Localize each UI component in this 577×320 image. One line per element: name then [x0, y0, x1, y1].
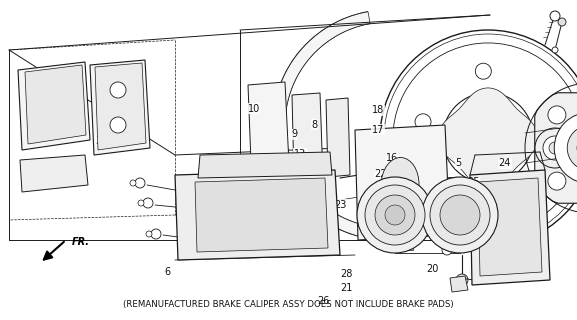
- Polygon shape: [478, 178, 542, 276]
- Circle shape: [535, 128, 575, 168]
- Text: 2: 2: [110, 128, 115, 138]
- Polygon shape: [292, 93, 323, 180]
- Text: 19: 19: [118, 105, 130, 116]
- Circle shape: [446, 208, 454, 216]
- Text: 3: 3: [95, 136, 101, 146]
- Text: FR.: FR.: [72, 237, 90, 247]
- Text: 10: 10: [248, 104, 260, 114]
- Text: 8: 8: [312, 120, 317, 130]
- Circle shape: [110, 117, 126, 133]
- Polygon shape: [18, 62, 90, 150]
- Circle shape: [543, 136, 567, 160]
- Ellipse shape: [381, 157, 419, 212]
- Text: 4: 4: [436, 184, 441, 194]
- Polygon shape: [355, 125, 450, 240]
- Circle shape: [385, 205, 405, 225]
- Text: 23: 23: [334, 200, 347, 210]
- Circle shape: [552, 47, 558, 53]
- Circle shape: [523, 181, 539, 197]
- Polygon shape: [95, 63, 146, 150]
- Circle shape: [550, 11, 560, 21]
- Circle shape: [151, 229, 161, 239]
- Polygon shape: [438, 88, 538, 188]
- Text: 27: 27: [513, 203, 526, 213]
- Polygon shape: [25, 65, 86, 144]
- Circle shape: [375, 195, 415, 235]
- Circle shape: [456, 274, 468, 286]
- Text: 16: 16: [386, 153, 399, 164]
- Text: 22: 22: [374, 169, 387, 180]
- Text: (REMANUFACTURED BRAKE CALIPER ASSY DOES NOT INCLUDE BRAKE PADS): (REMANUFACTURED BRAKE CALIPER ASSY DOES …: [123, 300, 454, 309]
- Polygon shape: [198, 152, 332, 178]
- Text: 7: 7: [228, 232, 234, 242]
- Polygon shape: [470, 170, 550, 285]
- Circle shape: [130, 180, 136, 186]
- Circle shape: [138, 200, 144, 206]
- Text: 5: 5: [456, 158, 462, 168]
- Polygon shape: [273, 12, 398, 240]
- Circle shape: [549, 142, 561, 154]
- Text: 24: 24: [499, 158, 511, 168]
- Text: 13: 13: [294, 148, 306, 159]
- Text: 14: 14: [317, 172, 329, 183]
- Polygon shape: [248, 82, 290, 188]
- Circle shape: [135, 178, 145, 188]
- Circle shape: [475, 63, 492, 79]
- Circle shape: [442, 245, 452, 255]
- Text: 25: 25: [467, 177, 479, 188]
- Circle shape: [548, 172, 566, 190]
- Polygon shape: [90, 60, 150, 155]
- Polygon shape: [20, 155, 88, 192]
- Circle shape: [415, 114, 431, 130]
- Circle shape: [357, 177, 433, 253]
- Circle shape: [380, 30, 577, 246]
- Polygon shape: [175, 170, 340, 260]
- Circle shape: [444, 187, 460, 203]
- Text: 11: 11: [253, 193, 266, 204]
- Text: 18: 18: [372, 105, 384, 116]
- Circle shape: [143, 198, 153, 208]
- Text: 12: 12: [227, 212, 240, 223]
- Text: 15: 15: [233, 225, 246, 236]
- Circle shape: [430, 185, 490, 245]
- Text: 20: 20: [426, 264, 439, 274]
- Text: 26: 26: [317, 296, 329, 306]
- Circle shape: [452, 192, 458, 198]
- Circle shape: [558, 18, 566, 26]
- Circle shape: [146, 231, 152, 237]
- Circle shape: [422, 177, 498, 253]
- Polygon shape: [383, 225, 413, 250]
- Circle shape: [442, 180, 452, 190]
- Text: 6: 6: [164, 267, 170, 277]
- Circle shape: [567, 125, 577, 171]
- Text: 21: 21: [340, 283, 353, 293]
- Polygon shape: [450, 276, 468, 292]
- Circle shape: [548, 106, 566, 124]
- Circle shape: [110, 82, 126, 98]
- Polygon shape: [195, 178, 328, 252]
- Circle shape: [542, 105, 558, 121]
- Text: 28: 28: [340, 268, 353, 279]
- Circle shape: [554, 112, 577, 184]
- Text: 17: 17: [372, 124, 384, 135]
- Polygon shape: [535, 93, 577, 203]
- Polygon shape: [326, 98, 350, 177]
- Circle shape: [440, 195, 480, 235]
- Circle shape: [365, 185, 425, 245]
- Circle shape: [443, 92, 533, 183]
- Text: 9: 9: [291, 129, 297, 140]
